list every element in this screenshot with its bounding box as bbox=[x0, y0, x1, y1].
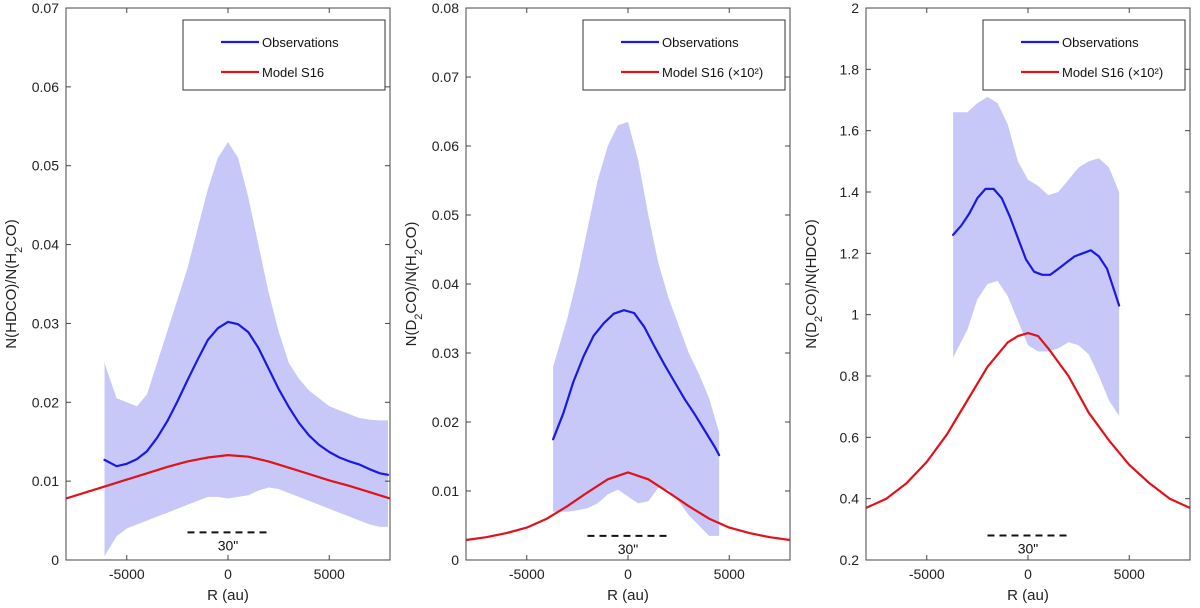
panel-2: 30" -5000 0 5000 0 0.01 0.02 0.03 0.04 0.05 0.06 0.… bbox=[403, 0, 791, 604]
x-tick-label: 0 bbox=[624, 566, 632, 582]
y-axis-label: N(HDCO)/N(H2CO) bbox=[3, 219, 25, 348]
model-line bbox=[466, 471, 790, 542]
y-tick-label: 2 bbox=[851, 0, 859, 16]
data-layer bbox=[66, 142, 390, 557]
y-label-text: N(D bbox=[403, 320, 420, 347]
legend: Observations Model S16 (×10²) bbox=[582, 19, 786, 91]
legend-model-label: Model S16 (×10²) bbox=[662, 65, 763, 80]
y-label-subscript: 2 bbox=[813, 316, 825, 322]
x-tick-label: 5000 bbox=[1114, 566, 1145, 582]
y-tick-label: 1.2 bbox=[840, 245, 860, 261]
x-tick-label: 0 bbox=[224, 566, 232, 582]
y-label-text: CO)/N(HDCO) bbox=[803, 219, 820, 316]
y-tick-label: 1.8 bbox=[840, 61, 860, 77]
y-axis-label: N(D2CO)/N(H2CO) bbox=[403, 222, 425, 347]
legend-box bbox=[982, 19, 1186, 91]
y-label-text: CO) bbox=[403, 222, 420, 250]
scale-bar-label: 30" bbox=[618, 541, 639, 557]
y-tick-label: 0.8 bbox=[840, 368, 860, 384]
y-tick-label: 0.02 bbox=[432, 414, 459, 430]
x-axis-label: R (au) bbox=[607, 587, 649, 604]
legend-observations-label: Observations bbox=[662, 35, 739, 50]
y-tick-label: 0.01 bbox=[432, 483, 459, 499]
y-tick-label: 0.08 bbox=[432, 0, 459, 16]
legend-model-label: Model S16 (×10²) bbox=[1062, 65, 1163, 80]
y-tick-label: 0.07 bbox=[32, 0, 59, 16]
x-tick-label: -5000 bbox=[109, 566, 145, 582]
y-tick-label: 1.4 bbox=[840, 184, 860, 200]
legend-model-label: Model S16 bbox=[262, 65, 324, 80]
scale-bar-label: 30" bbox=[218, 537, 239, 553]
y-label-text: CO) bbox=[3, 219, 20, 247]
legend-box bbox=[582, 19, 786, 91]
y-tick-label: 0.07 bbox=[432, 69, 459, 85]
legend-model-suffix: (×10²) bbox=[728, 65, 763, 80]
x-tick-label: 5000 bbox=[314, 566, 345, 582]
panel-1: 30" -5000 0 5000 0 0.01 0.02 0.03 0.04 0.05 0.06 0.… bbox=[3, 0, 391, 604]
x-tick-label: 5000 bbox=[714, 566, 745, 582]
y-tick-label: 0.6 bbox=[840, 429, 860, 445]
model-line bbox=[66, 454, 390, 500]
y-tick-label: 0.2 bbox=[840, 552, 860, 568]
x-tick-label: -5000 bbox=[509, 566, 545, 582]
uncertainty-band bbox=[104, 142, 388, 557]
y-label-text: N(D bbox=[803, 322, 820, 349]
legend: Observations Model S16 (×10²) bbox=[982, 19, 1186, 91]
uncertainty-band bbox=[553, 121, 720, 536]
y-tick-label: 1.6 bbox=[840, 123, 860, 139]
y-tick-label: 0.04 bbox=[32, 237, 59, 253]
y-tick-label: 0 bbox=[51, 552, 59, 568]
y-tick-label: 0.02 bbox=[32, 394, 59, 410]
data-layer bbox=[466, 121, 790, 542]
y-tick-label: 0.06 bbox=[32, 79, 59, 95]
legend-model-suffix: (×10²) bbox=[1128, 65, 1163, 80]
y-label-subscript: 2 bbox=[13, 247, 25, 253]
legend: Observations Model S16 bbox=[182, 19, 386, 91]
y-label-text: CO)/N(H bbox=[403, 255, 420, 313]
scale-bar-label: 30" bbox=[1018, 540, 1039, 556]
y-tick-label: 1 bbox=[851, 307, 859, 323]
legend-box bbox=[182, 19, 386, 91]
y-tick-label: 0.05 bbox=[432, 207, 459, 223]
legend-model-name: Model S16 bbox=[662, 65, 724, 80]
x-tick-label: 0 bbox=[1024, 566, 1032, 582]
y-label-subscript: 2 bbox=[413, 249, 425, 255]
y-tick-label: 0.03 bbox=[32, 315, 59, 331]
panel-3: 30" -5000 0 5000 0.2 0.4 0.6 0.8 1 1.2 1.4 1.6 1.8 2 R… bbox=[803, 0, 1191, 604]
y-tick-label: 0 bbox=[451, 552, 459, 568]
y-tick-label: 0.4 bbox=[840, 491, 860, 507]
y-tick-label: 0.03 bbox=[432, 345, 459, 361]
x-axis-label: R (au) bbox=[207, 587, 249, 604]
data-layer bbox=[866, 96, 1190, 509]
legend-model-name: Model S16 bbox=[1062, 65, 1124, 80]
y-label-text: N(HDCO)/N(H bbox=[3, 253, 20, 349]
y-tick-label: 0.06 bbox=[432, 138, 459, 154]
y-tick-label: 0.01 bbox=[32, 473, 59, 489]
x-axis-label: R (au) bbox=[1007, 587, 1049, 604]
observations-line bbox=[951, 187, 1121, 307]
y-tick-label: 0.05 bbox=[32, 158, 59, 174]
y-tick-label: 0.04 bbox=[432, 276, 459, 292]
observations-line bbox=[103, 320, 390, 476]
uncertainty-band bbox=[953, 96, 1120, 416]
y-label-subscript: 2 bbox=[413, 314, 425, 320]
legend-observations-label: Observations bbox=[1062, 35, 1139, 50]
x-tick-label: -5000 bbox=[909, 566, 945, 582]
observations-line bbox=[551, 309, 721, 457]
legend-observations-label: Observations bbox=[262, 35, 339, 50]
y-axis-label: N(D2CO)/N(HDCO) bbox=[803, 219, 825, 348]
model-line bbox=[866, 332, 1190, 509]
legend-model-name: Model S16 bbox=[262, 65, 324, 80]
